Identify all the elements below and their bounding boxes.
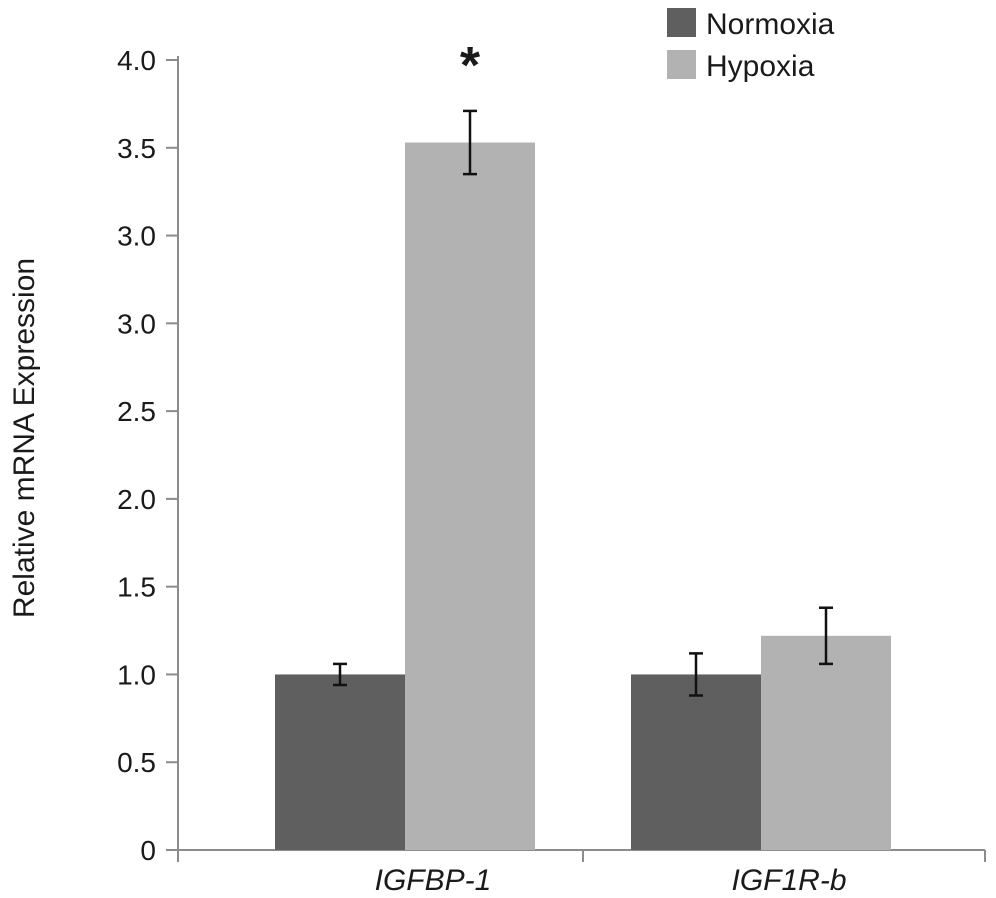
y-axis-title: Relative mRNA Expression bbox=[8, 258, 41, 618]
y-tick-label: 0 bbox=[140, 835, 156, 866]
y-tick-label: 2.5 bbox=[117, 396, 156, 427]
legend-label-hypoxia: Hypoxia bbox=[706, 50, 815, 83]
y-tick-label: 1.0 bbox=[117, 659, 156, 690]
bar-normoxia-1 bbox=[631, 674, 761, 850]
x-tick-label: IGFBP-1 bbox=[375, 864, 492, 897]
y-tick-label: 0.5 bbox=[117, 747, 156, 778]
y-tick-label: 3.5 bbox=[117, 133, 156, 164]
x-tick-label: IGF1R-b bbox=[731, 864, 846, 897]
y-tick-label: 3.0 bbox=[117, 221, 156, 252]
legend-swatch-normoxia bbox=[667, 8, 696, 37]
y-tick-label: 3.0 bbox=[117, 308, 156, 339]
bars bbox=[275, 142, 891, 850]
bar-normoxia-0 bbox=[275, 674, 405, 850]
bar-hypoxia-0 bbox=[405, 142, 535, 850]
significance-asterisk: * bbox=[460, 37, 481, 95]
error-bars bbox=[333, 109, 833, 697]
y-tick-label: 1.5 bbox=[117, 572, 156, 603]
legend-swatch-hypoxia bbox=[667, 50, 696, 79]
y-axis: 0 0.5 1.0 1.5 2.0 2.5 3.0 3.0 3.5 4.0 bbox=[117, 45, 179, 866]
legend: Normoxia Hypoxia bbox=[667, 8, 835, 83]
annotations: * bbox=[460, 37, 481, 95]
y-tick-label: 4.0 bbox=[117, 45, 156, 76]
bar-hypoxia-1 bbox=[761, 635, 891, 850]
y-tick-label: 2.0 bbox=[117, 484, 156, 515]
x-axis: IGFBP-1 IGF1R-b bbox=[177, 849, 986, 897]
legend-label-normoxia: Normoxia bbox=[706, 8, 835, 41]
